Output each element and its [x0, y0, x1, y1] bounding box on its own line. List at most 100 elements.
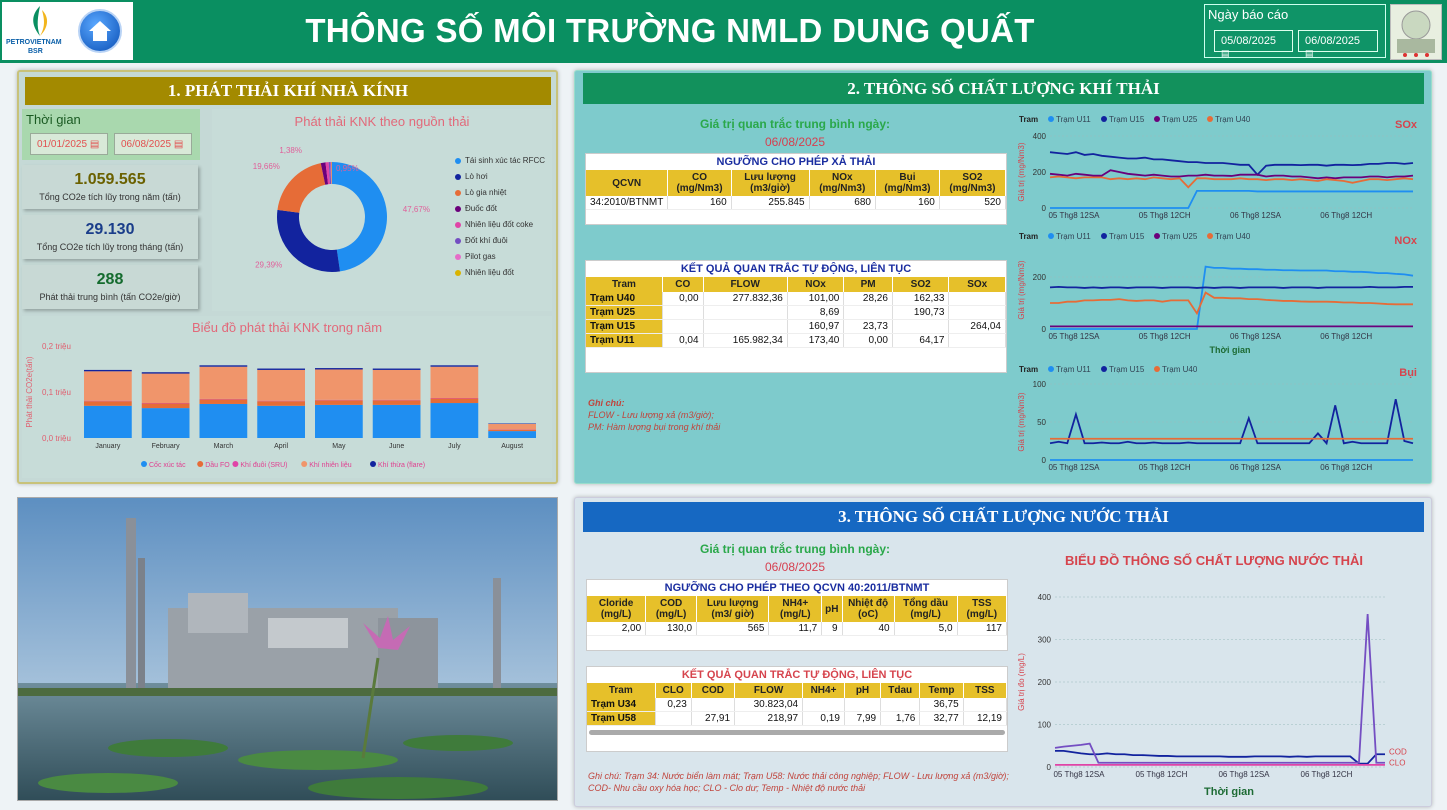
legend-item[interactable]: Pilot gas: [455, 252, 550, 261]
series-line[interactable]: [1049, 175, 1414, 189]
donut-slice[interactable]: [330, 162, 332, 185]
column-header[interactable]: Nhiệt độ (oC): [842, 596, 895, 622]
donut-slice[interactable]: [277, 163, 326, 213]
legend-label[interactable]: Trạm U25: [1162, 115, 1198, 124]
report-date-to-input[interactable]: 06/08/2025 ▤: [1298, 30, 1378, 58]
bar-segment[interactable]: [257, 401, 305, 406]
column-header[interactable]: Tram: [586, 277, 663, 292]
bar-segment[interactable]: [315, 400, 363, 405]
legend-item[interactable]: Nhiên liệu đốt coke: [455, 220, 550, 229]
bar-segment[interactable]: [315, 368, 363, 370]
column-header[interactable]: TSS (mg/L): [957, 596, 1008, 622]
series-line[interactable]: [1054, 613, 1385, 764]
bar-segment[interactable]: [372, 404, 421, 438]
legend-label[interactable]: Trạm U11: [1056, 232, 1091, 241]
column-header[interactable]: CLO: [655, 683, 692, 698]
column-header[interactable]: Bụi (mg/Nm3): [875, 170, 940, 196]
column-header[interactable]: Tổng dầu (mg/L): [894, 596, 958, 622]
bar-segment[interactable]: [257, 369, 305, 401]
ghg-date-from-input[interactable]: 01/01/2025 ▤: [30, 133, 108, 155]
column-header[interactable]: TSS: [963, 683, 1008, 698]
donut-slice[interactable]: [325, 162, 331, 185]
legend-label[interactable]: Cốc xúc tác: [149, 460, 186, 469]
legend-item[interactable]: Đuốc đốt: [455, 204, 550, 213]
horizontal-scrollbar[interactable]: [589, 730, 1005, 735]
legend-label[interactable]: Trạm U15: [1109, 115, 1145, 124]
ghg-date-to-input[interactable]: 06/08/2025 ▤: [114, 133, 192, 155]
series-line[interactable]: [1049, 169, 1414, 180]
column-header[interactable]: NOx (mg/Nm3): [809, 170, 876, 196]
bar-segment[interactable]: [372, 368, 421, 370]
bar-segment[interactable]: [84, 401, 132, 406]
series-line[interactable]: [1050, 265, 1414, 330]
column-header[interactable]: Temp: [919, 683, 964, 698]
legend-label[interactable]: Trạm U15: [1109, 365, 1145, 374]
donut-slice[interactable]: [331, 162, 332, 185]
legend-label[interactable]: Trạm U11: [1056, 365, 1091, 374]
bar-segment[interactable]: [488, 429, 536, 432]
bar-segment[interactable]: [430, 398, 479, 404]
column-header[interactable]: COD (mg/L): [645, 596, 698, 622]
bar-segment[interactable]: [257, 368, 305, 370]
column-header[interactable]: pH: [821, 596, 843, 622]
legend-item[interactable]: Lò hơi: [455, 172, 550, 181]
bar-segment[interactable]: [315, 404, 363, 438]
column-header[interactable]: SO2: [892, 277, 950, 292]
series-line[interactable]: [1049, 151, 1414, 177]
legend-item[interactable]: Lò gia nhiệt: [455, 188, 550, 197]
column-header[interactable]: Cloride (mg/L): [587, 596, 647, 622]
bar-segment[interactable]: [372, 369, 421, 400]
column-header[interactable]: SOx: [948, 277, 1006, 292]
bar-segment[interactable]: [84, 371, 132, 401]
legend-label[interactable]: Trạm U25: [1162, 232, 1198, 241]
column-header[interactable]: NOx: [787, 277, 845, 292]
column-header[interactable]: Lưu lượng (m3/ giờ): [696, 596, 770, 622]
legend-label[interactable]: Dầu FO: [205, 460, 230, 469]
legend-label[interactable]: Trạm U15: [1109, 232, 1145, 241]
column-header[interactable]: Lưu lượng (m3/giờ): [731, 170, 810, 196]
bar-segment[interactable]: [315, 369, 363, 400]
bar-segment[interactable]: [430, 366, 479, 398]
column-header[interactable]: SO2 (mg/Nm3): [939, 170, 1007, 196]
donut-slice[interactable]: [320, 162, 329, 185]
column-header[interactable]: Tram: [587, 683, 656, 698]
series-line[interactable]: [1050, 291, 1413, 316]
legend-label[interactable]: Trạm U40: [1215, 115, 1251, 124]
bar-segment[interactable]: [488, 431, 536, 438]
legend-label[interactable]: Trạm U11: [1056, 115, 1091, 124]
bar-segment[interactable]: [257, 405, 305, 438]
series-line[interactable]: [1049, 285, 1413, 289]
legend-label[interactable]: Khí thừa (flare): [378, 462, 425, 469]
series-line[interactable]: [1055, 749, 1385, 765]
column-header[interactable]: FLOW: [703, 277, 788, 292]
bar-segment[interactable]: [141, 408, 190, 438]
bar-segment[interactable]: [372, 400, 421, 405]
donut-slice[interactable]: [332, 162, 388, 272]
series-line[interactable]: [1050, 190, 1413, 209]
legend-item[interactable]: Nhiên liệu đốt: [455, 268, 550, 277]
column-header[interactable]: FLOW: [734, 683, 804, 698]
column-header[interactable]: NH4+: [802, 683, 845, 698]
column-header[interactable]: CO (mg/Nm3): [667, 170, 732, 196]
legend-label[interactable]: Trạm U40: [1162, 365, 1198, 374]
bar-segment[interactable]: [199, 365, 248, 367]
legend-label[interactable]: Trạm U40: [1215, 232, 1251, 241]
home-button[interactable]: [78, 9, 122, 53]
bar-segment[interactable]: [199, 366, 248, 399]
column-header[interactable]: Tdau: [880, 683, 921, 698]
bar-segment[interactable]: [199, 399, 248, 404]
legend-item[interactable]: Đốt khí đuôi: [455, 236, 550, 245]
bar-segment[interactable]: [430, 365, 479, 367]
column-header[interactable]: COD: [691, 683, 736, 698]
bar-segment[interactable]: [84, 369, 132, 372]
bar-segment[interactable]: [141, 372, 190, 374]
bar-segment[interactable]: [84, 405, 132, 438]
column-header[interactable]: NH4+ (mg/L): [768, 596, 823, 622]
bar-segment[interactable]: [141, 373, 190, 404]
bar-segment[interactable]: [141, 403, 190, 409]
bar-segment[interactable]: [430, 403, 479, 438]
column-header[interactable]: CO: [662, 277, 704, 292]
column-header[interactable]: PM: [843, 277, 893, 292]
column-header[interactable]: QCVN: [586, 170, 669, 196]
legend-item[interactable]: Tái sinh xúc tác RFCC: [455, 156, 550, 165]
